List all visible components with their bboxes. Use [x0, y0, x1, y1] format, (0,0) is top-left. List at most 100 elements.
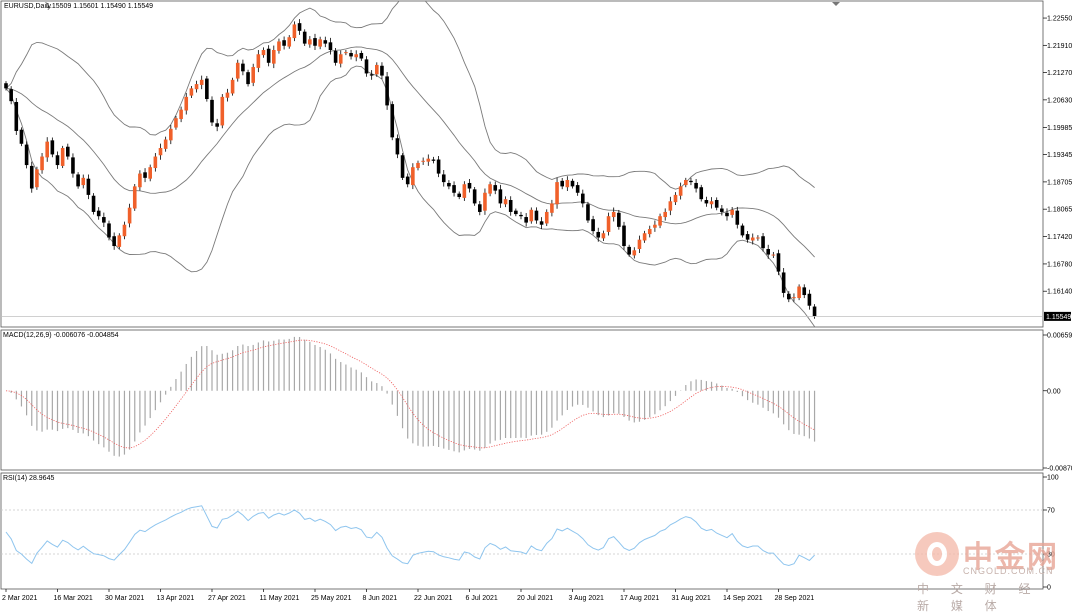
candle [241, 59, 245, 76]
candle [478, 200, 482, 216]
date-tick-label: 2 Mar 2021 [2, 595, 38, 602]
date-tick-label: 13 Apr 2021 [157, 595, 195, 602]
candle [122, 221, 127, 240]
candle [488, 181, 492, 197]
candle [617, 209, 621, 230]
candle [354, 50, 358, 62]
candle [787, 290, 791, 303]
bollinger-bands [5, 1, 815, 327]
candle-body [66, 146, 70, 157]
candle-body [591, 219, 595, 232]
candle-body [235, 62, 240, 79]
bollinger-middle-line [5, 46, 815, 258]
candle [781, 267, 786, 298]
candle [426, 154, 431, 166]
candle [256, 50, 261, 73]
candle-body [725, 212, 729, 217]
candle-body [91, 195, 96, 212]
candle-body [86, 178, 91, 195]
candle-body [35, 169, 39, 188]
candle-body [689, 180, 693, 183]
candle-body [60, 148, 65, 166]
candle-body [163, 139, 168, 149]
candle [9, 86, 13, 105]
candle-body [338, 54, 343, 64]
candle [194, 80, 199, 93]
candle-body [663, 211, 667, 218]
candle-body [802, 287, 807, 296]
candle [4, 81, 8, 91]
candle-body [586, 204, 590, 221]
candle-body [812, 306, 817, 317]
candle-body [570, 180, 575, 187]
candle [555, 177, 559, 209]
candle [266, 45, 271, 67]
candles [4, 19, 817, 319]
macd-tick-label: 0.00 [1047, 388, 1061, 395]
date-tick-label: 28 Sep 2021 [775, 595, 815, 602]
candle [277, 38, 281, 54]
candle [503, 196, 508, 208]
candle-body [323, 40, 328, 44]
candle-body [483, 192, 487, 211]
candle-body [220, 96, 225, 126]
candle [308, 36, 312, 48]
candle-body [246, 72, 250, 85]
candle [405, 173, 410, 188]
candle-body [313, 38, 317, 46]
date-tick-label: 16 Mar 2021 [54, 595, 93, 602]
candle-body [441, 174, 446, 183]
candle-body [127, 207, 132, 224]
candle-body [498, 189, 503, 204]
candle [117, 233, 122, 250]
candle-body [452, 185, 456, 193]
candle-body [575, 185, 580, 193]
candle [107, 220, 111, 241]
rsi-tick-label: 30 [1047, 552, 1055, 559]
candle-body [364, 59, 369, 74]
rsi-pane-frame [0, 472, 1044, 590]
candle-body [720, 208, 724, 212]
candle [519, 211, 523, 220]
candle [493, 181, 498, 195]
date-tick-label: 3 Aug 2021 [569, 595, 605, 602]
cngold-logo-icon [915, 532, 959, 576]
candle [642, 230, 647, 243]
candle [86, 174, 91, 200]
candle [761, 232, 765, 252]
candle-body [153, 156, 158, 169]
candle-body [354, 54, 358, 58]
candle-body [539, 221, 544, 225]
candle-body [735, 210, 740, 225]
rsi-pane [1, 505, 1043, 567]
candle [622, 221, 626, 250]
rsi-pane-title: RSI(14) 28.9645 [3, 475, 54, 482]
candle-body [632, 250, 637, 256]
candle-body [678, 186, 683, 196]
candle-body [277, 41, 281, 51]
candle-body [179, 109, 183, 120]
candle-body [781, 272, 786, 293]
candle-body [581, 193, 585, 204]
candle-body [282, 40, 286, 46]
candle [550, 199, 554, 217]
rsi-tick-label: 0 [1047, 585, 1051, 592]
candle-body [256, 54, 261, 68]
candle [71, 153, 75, 178]
candle [189, 85, 194, 98]
candle-body [694, 182, 698, 189]
candle [127, 203, 132, 228]
candle [725, 208, 729, 221]
candle-body [390, 104, 395, 138]
candle [534, 207, 539, 224]
candle-body [550, 203, 554, 213]
candle-body [308, 39, 312, 45]
candle [750, 233, 755, 245]
candle-body [627, 246, 631, 255]
candle-body [503, 199, 508, 205]
candle [138, 170, 142, 191]
candle-body [684, 179, 688, 186]
candle [565, 176, 570, 191]
candle [272, 45, 276, 69]
